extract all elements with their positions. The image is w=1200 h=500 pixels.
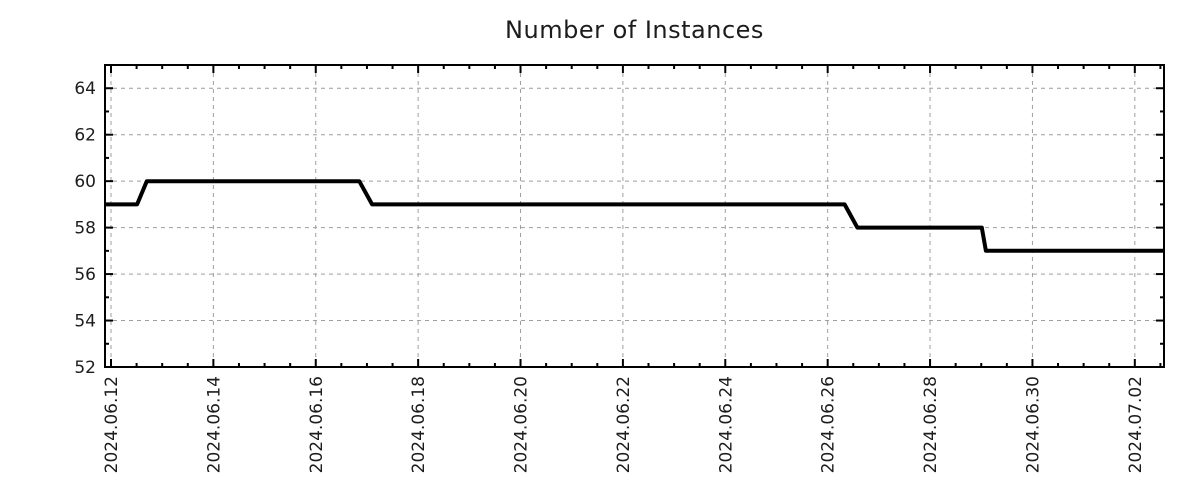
x-tick-label: 2024.06.16 [307, 376, 327, 473]
y-tick-label: 64 [74, 79, 96, 99]
x-tick-label: 2024.06.20 [512, 376, 532, 473]
plot-border [104, 64, 1165, 368]
y-tick-label: 54 [74, 312, 96, 332]
x-tick-label: 2024.06.12 [102, 376, 122, 473]
y-tick-label: 62 [74, 126, 96, 146]
x-tick-label: 2024.06.28 [921, 376, 941, 473]
y-tick-label: 60 [74, 172, 96, 192]
x-tick-label: 2024.06.14 [204, 376, 224, 473]
x-tick-label: 2024.06.22 [614, 376, 634, 473]
x-tick-label: 2024.06.30 [1023, 376, 1043, 473]
data-line [105, 179, 1164, 253]
y-tick-label: 52 [74, 358, 96, 378]
chart-title: Number of Instances [505, 16, 764, 44]
y-tick-label: 56 [74, 265, 96, 285]
x-tick-label: 2024.06.26 [819, 376, 839, 473]
x-tick-label: 2024.07.02 [1126, 376, 1146, 473]
x-tick-label: 2024.06.24 [716, 376, 736, 473]
y-tick-label: 58 [74, 219, 96, 239]
x-tick-label: 2024.06.18 [409, 376, 429, 473]
